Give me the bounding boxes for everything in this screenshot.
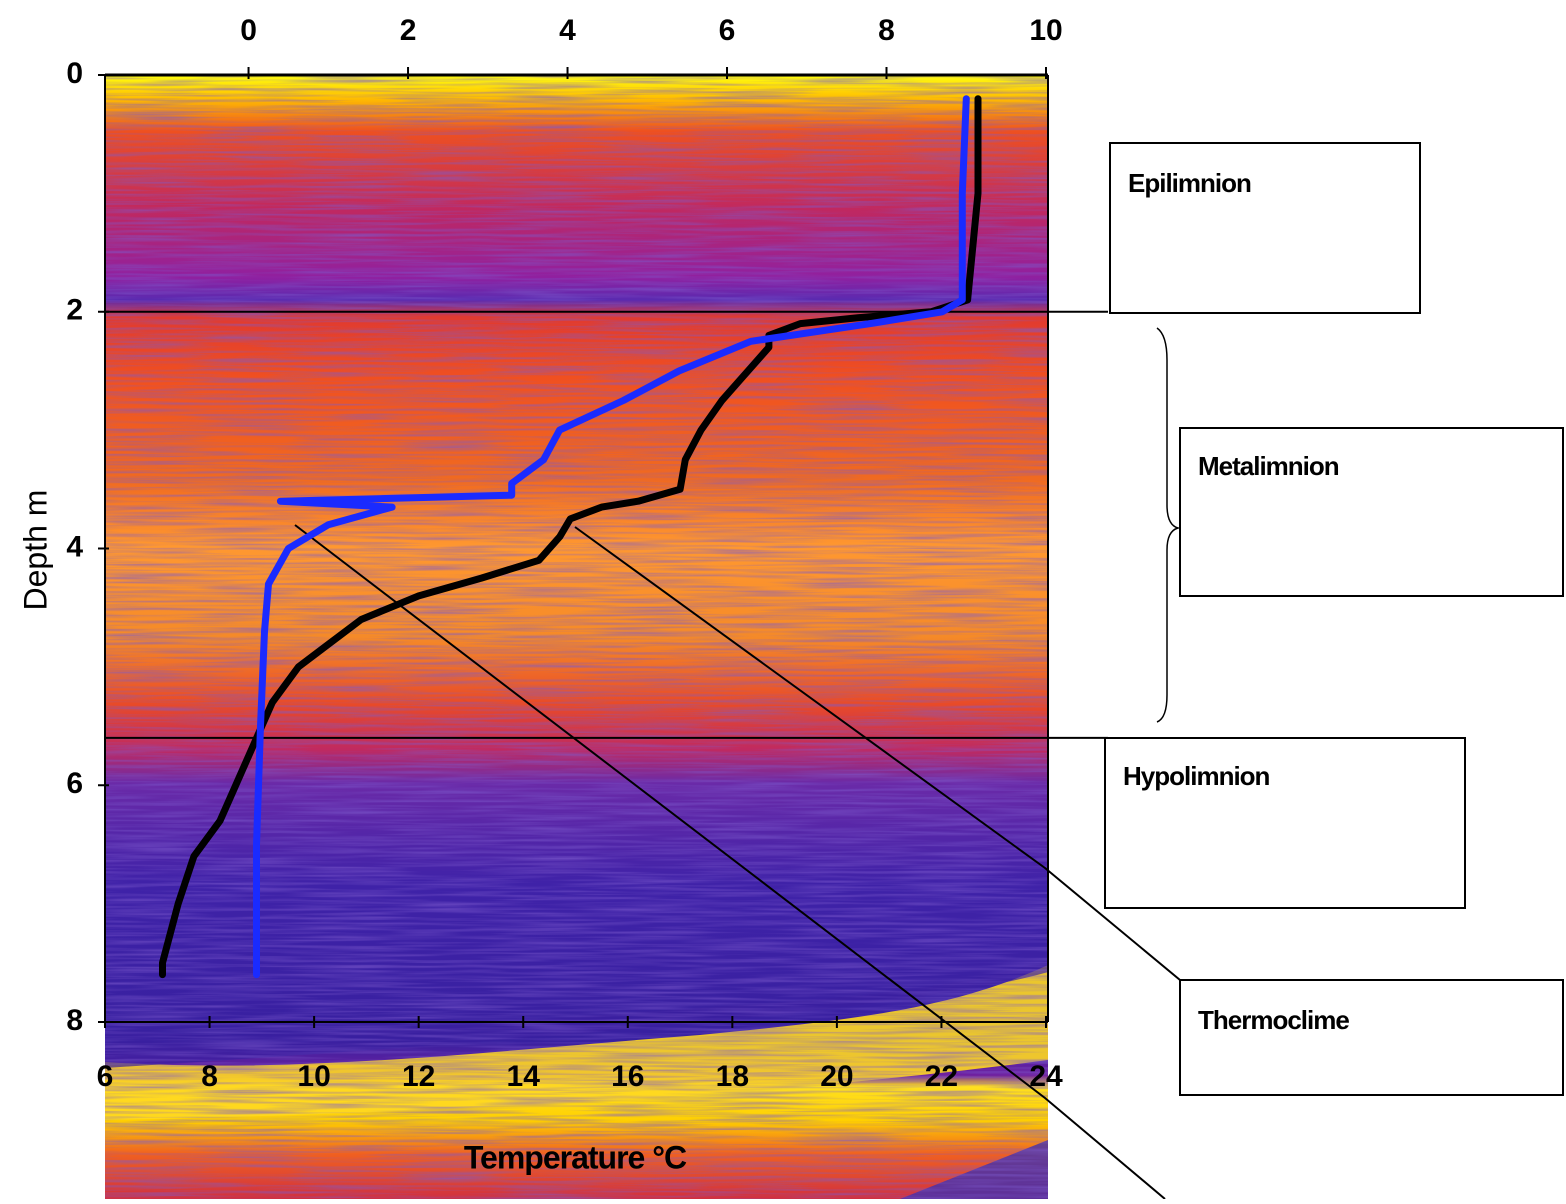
y-axis-label: Depth m bbox=[17, 490, 53, 611]
thermocline-pointer bbox=[574, 526, 1181, 981]
x-tick-label: 6 bbox=[97, 1060, 114, 1093]
annotation-box bbox=[1104, 737, 1466, 909]
x2-tick-label: 10 bbox=[1029, 14, 1062, 47]
annotation: Thermoclime bbox=[1198, 1005, 1349, 1035]
brace bbox=[1156, 327, 1181, 723]
echogram bbox=[105, 75, 1048, 1199]
x-tick-label: 12 bbox=[402, 1060, 435, 1093]
annotation: Hypolimnion bbox=[1123, 761, 1270, 791]
profile-line bbox=[159, 95, 982, 979]
x-tick-label: 16 bbox=[611, 1060, 644, 1093]
x2-tick-label: 0 bbox=[240, 14, 257, 47]
annotation-boxes bbox=[1104, 142, 1564, 1096]
annotation: Metalimnion bbox=[1198, 451, 1339, 481]
x-tick-label: 8 bbox=[201, 1060, 218, 1093]
y-tick-label: 2 bbox=[66, 294, 83, 327]
y-tick-label: 8 bbox=[66, 1004, 83, 1037]
x-tick-label: 24 bbox=[1029, 1060, 1063, 1093]
profile-line bbox=[253, 95, 970, 979]
x2-tick-label: 6 bbox=[719, 14, 736, 47]
annotation: Epilimnion bbox=[1128, 168, 1251, 198]
x-tick-label: 22 bbox=[925, 1060, 958, 1093]
x-tick-label: 14 bbox=[507, 1060, 541, 1093]
x-tick-label: 18 bbox=[716, 1060, 749, 1093]
x-tick-label: 20 bbox=[820, 1060, 853, 1093]
x2-tick-label: 8 bbox=[878, 14, 895, 47]
y-tick-label: 6 bbox=[66, 767, 83, 800]
y-tick-label: 4 bbox=[66, 530, 83, 563]
annotation-box bbox=[1179, 427, 1564, 597]
x-tick-label: 10 bbox=[297, 1060, 330, 1093]
x2-tick-label: 2 bbox=[400, 14, 417, 47]
annotation-box bbox=[1179, 979, 1564, 1096]
annotation-box bbox=[1109, 142, 1421, 314]
thermocline-pointer bbox=[294, 524, 1166, 1200]
y-tick-label: 0 bbox=[66, 57, 83, 90]
x-axis-label: Temperature °C bbox=[464, 1139, 687, 1175]
x2-tick-label: 4 bbox=[559, 14, 576, 47]
